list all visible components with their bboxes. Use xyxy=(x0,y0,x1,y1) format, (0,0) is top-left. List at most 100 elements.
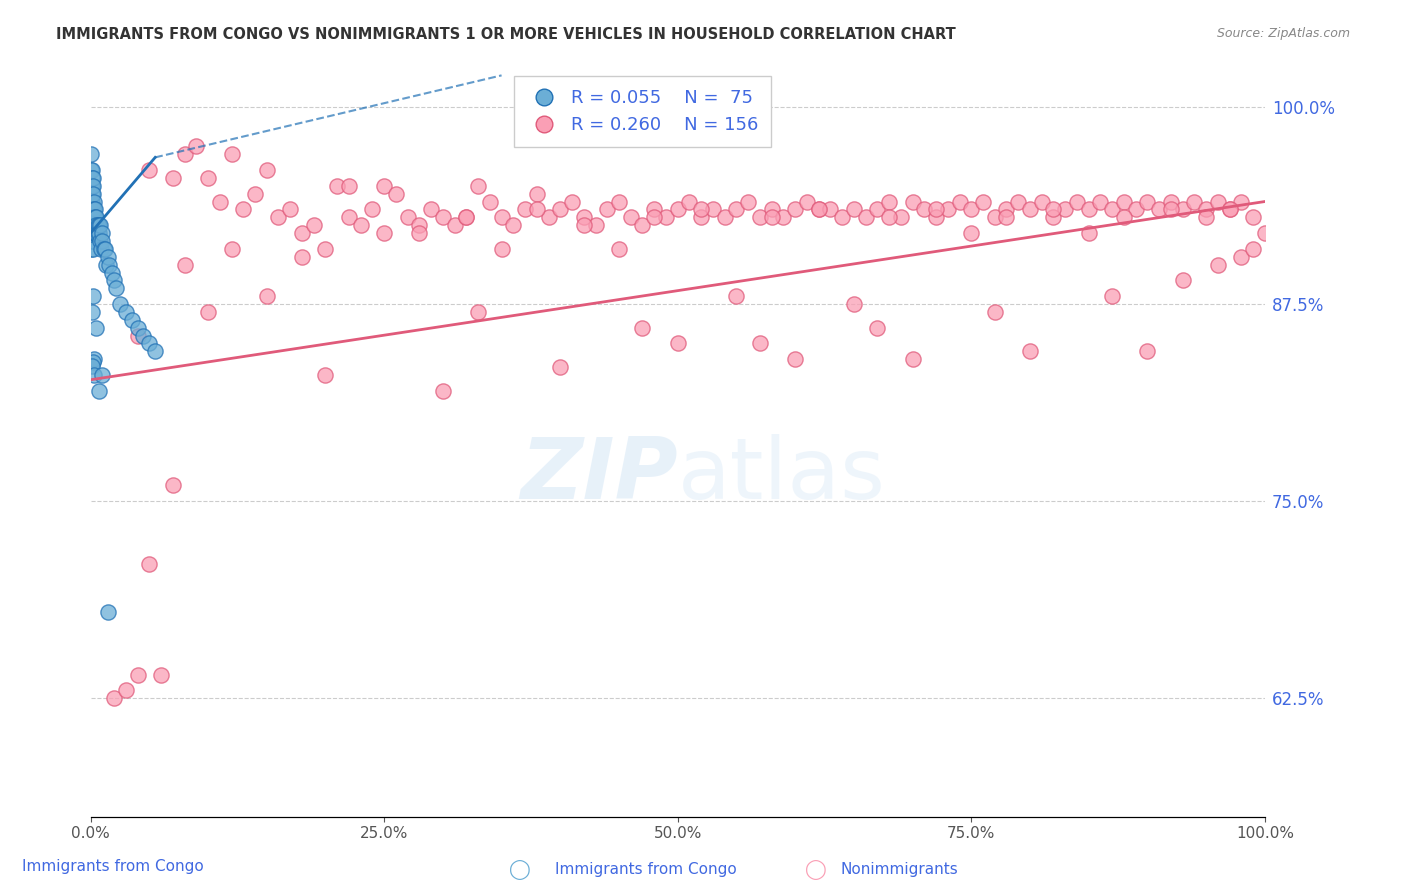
Point xyxy=(89,234,111,248)
Point xyxy=(936,202,959,217)
Point xyxy=(1101,289,1123,303)
Point xyxy=(901,352,924,367)
Point xyxy=(1160,202,1182,217)
Point xyxy=(1019,202,1042,217)
Point xyxy=(502,218,524,232)
Point xyxy=(86,226,108,240)
Point xyxy=(79,242,101,256)
Point xyxy=(1195,202,1218,217)
Point xyxy=(138,336,160,351)
Point xyxy=(1125,202,1147,217)
Point xyxy=(785,352,807,367)
Point xyxy=(80,163,103,178)
Point xyxy=(456,211,478,225)
Point xyxy=(1230,250,1253,264)
Point xyxy=(197,305,219,319)
Point xyxy=(831,211,853,225)
Point xyxy=(83,194,105,209)
Point xyxy=(82,218,104,232)
Point xyxy=(127,328,149,343)
Point xyxy=(925,211,948,225)
Point xyxy=(772,211,794,225)
Point xyxy=(337,178,360,193)
Point xyxy=(1136,344,1159,359)
Point xyxy=(82,226,104,240)
Point xyxy=(737,194,759,209)
Point xyxy=(91,234,114,248)
Point xyxy=(80,305,103,319)
Point xyxy=(87,384,110,398)
Point xyxy=(1077,226,1099,240)
Point xyxy=(91,368,114,382)
Point xyxy=(143,344,166,359)
Point xyxy=(948,194,970,209)
Point xyxy=(1066,194,1088,209)
Point xyxy=(1147,202,1170,217)
Point xyxy=(93,242,115,256)
Point xyxy=(91,226,114,240)
Point xyxy=(796,194,818,209)
Point xyxy=(132,328,155,343)
Point xyxy=(350,218,373,232)
Point xyxy=(291,250,314,264)
Point xyxy=(1042,211,1064,225)
Point xyxy=(127,667,149,681)
Point xyxy=(432,384,454,398)
Point xyxy=(1019,344,1042,359)
Text: IMMIGRANTS FROM CONGO VS NONIMMIGRANTS 1 OR MORE VEHICLES IN HOUSEHOLD CORRELATI: IMMIGRANTS FROM CONGO VS NONIMMIGRANTS 1… xyxy=(56,27,956,42)
Text: Immigrants from Congo: Immigrants from Congo xyxy=(555,863,737,877)
Point xyxy=(491,242,513,256)
Point xyxy=(443,218,465,232)
Point xyxy=(80,170,103,185)
Point xyxy=(82,242,104,256)
Point xyxy=(150,667,173,681)
Point xyxy=(373,178,395,193)
Point xyxy=(93,242,115,256)
Point xyxy=(83,226,105,240)
Point xyxy=(725,289,748,303)
Text: Nonimmigrants: Nonimmigrants xyxy=(841,863,959,877)
Text: Source: ZipAtlas.com: Source: ZipAtlas.com xyxy=(1216,27,1350,40)
Point xyxy=(84,202,107,217)
Point xyxy=(80,359,103,373)
Point xyxy=(1136,194,1159,209)
Point xyxy=(84,226,107,240)
Point xyxy=(232,202,254,217)
Point xyxy=(291,226,314,240)
Point xyxy=(761,202,783,217)
Point xyxy=(86,226,108,240)
Point xyxy=(385,186,408,201)
Point xyxy=(162,170,184,185)
Point xyxy=(713,211,735,225)
Point xyxy=(1230,194,1253,209)
Point xyxy=(314,368,336,382)
Point xyxy=(256,163,278,178)
Point xyxy=(631,320,654,334)
Point xyxy=(86,218,108,232)
Point xyxy=(877,211,900,225)
Point xyxy=(807,202,830,217)
Point xyxy=(103,273,125,287)
Point xyxy=(82,202,104,217)
Point xyxy=(1077,202,1099,217)
Point xyxy=(607,194,630,209)
Point xyxy=(79,234,101,248)
Point xyxy=(197,170,219,185)
Point xyxy=(186,139,208,153)
Point xyxy=(94,258,117,272)
Point xyxy=(432,211,454,225)
Point xyxy=(79,194,101,209)
Point xyxy=(1195,211,1218,225)
Point xyxy=(90,242,112,256)
Point xyxy=(607,242,630,256)
Point xyxy=(1206,194,1229,209)
Point xyxy=(80,218,103,232)
Point xyxy=(302,218,325,232)
Point xyxy=(620,211,643,225)
Point xyxy=(396,211,419,225)
Point xyxy=(79,163,101,178)
Point xyxy=(1007,194,1029,209)
Point xyxy=(866,320,889,334)
Point xyxy=(80,226,103,240)
Point xyxy=(655,211,678,225)
